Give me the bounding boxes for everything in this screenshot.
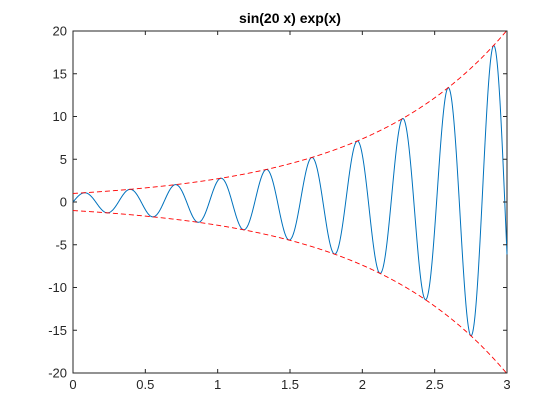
chart-title: sin(20 x) exp(x) <box>239 10 341 26</box>
series-layer <box>72 29 508 375</box>
series-line-2 <box>72 210 508 375</box>
axis-layer: 0 0.5 1 1.5 2 2.5 3 -20 -15 -10 -5 0 5 10 15 20 <box>48 24 510 393</box>
plot-area <box>72 30 508 374</box>
y-tick-label: 15 <box>53 66 67 81</box>
x-tick-label: 1.5 <box>281 377 299 392</box>
y-tick-label: 5 <box>60 152 67 167</box>
y-tick-label: -20 <box>48 366 67 381</box>
y-tick-label: -10 <box>48 280 67 295</box>
x-tick-label: 2 <box>359 377 366 392</box>
y-tick-label: -15 <box>48 323 67 338</box>
x-tick-label: 1 <box>214 377 221 392</box>
x-tick-label: 0.5 <box>136 377 154 392</box>
y-tick-label: 20 <box>53 24 67 39</box>
y-tick-label: 10 <box>53 109 67 124</box>
series-line-1 <box>72 29 508 194</box>
x-tick-label: 0 <box>69 377 76 392</box>
y-tick-label: -5 <box>55 237 67 252</box>
x-tick-label: 3 <box>503 377 510 392</box>
x-tick-label: 2.5 <box>426 377 444 392</box>
y-tick-label: 0 <box>60 195 67 210</box>
